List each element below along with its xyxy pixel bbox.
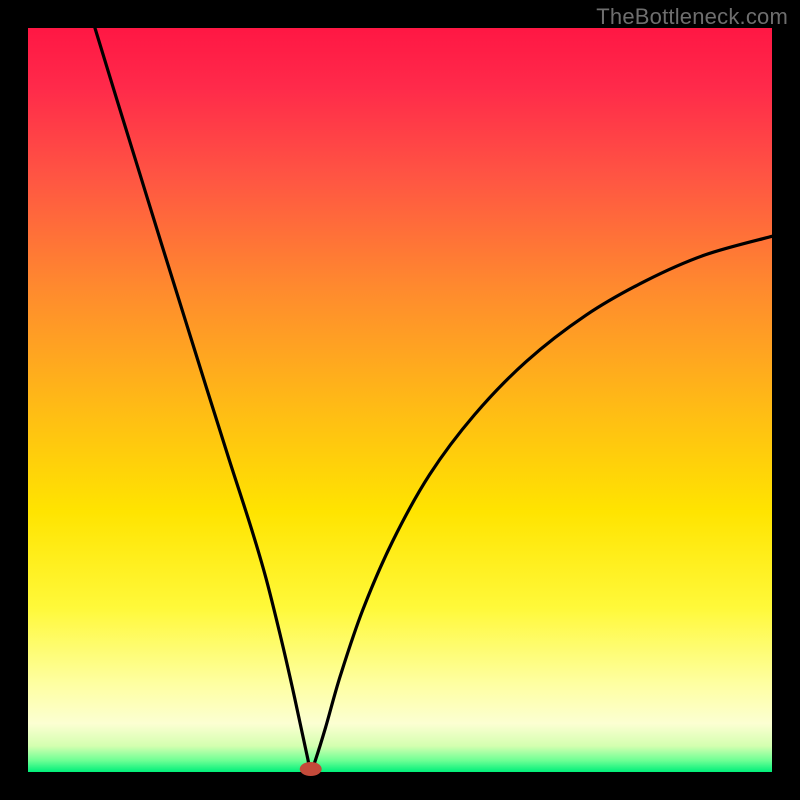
chart-container: TheBottleneck.com — [0, 0, 800, 800]
minimum-marker — [300, 762, 322, 776]
watermark-label: TheBottleneck.com — [596, 4, 788, 30]
bottleneck-chart — [0, 0, 800, 800]
plot-background — [28, 28, 772, 772]
